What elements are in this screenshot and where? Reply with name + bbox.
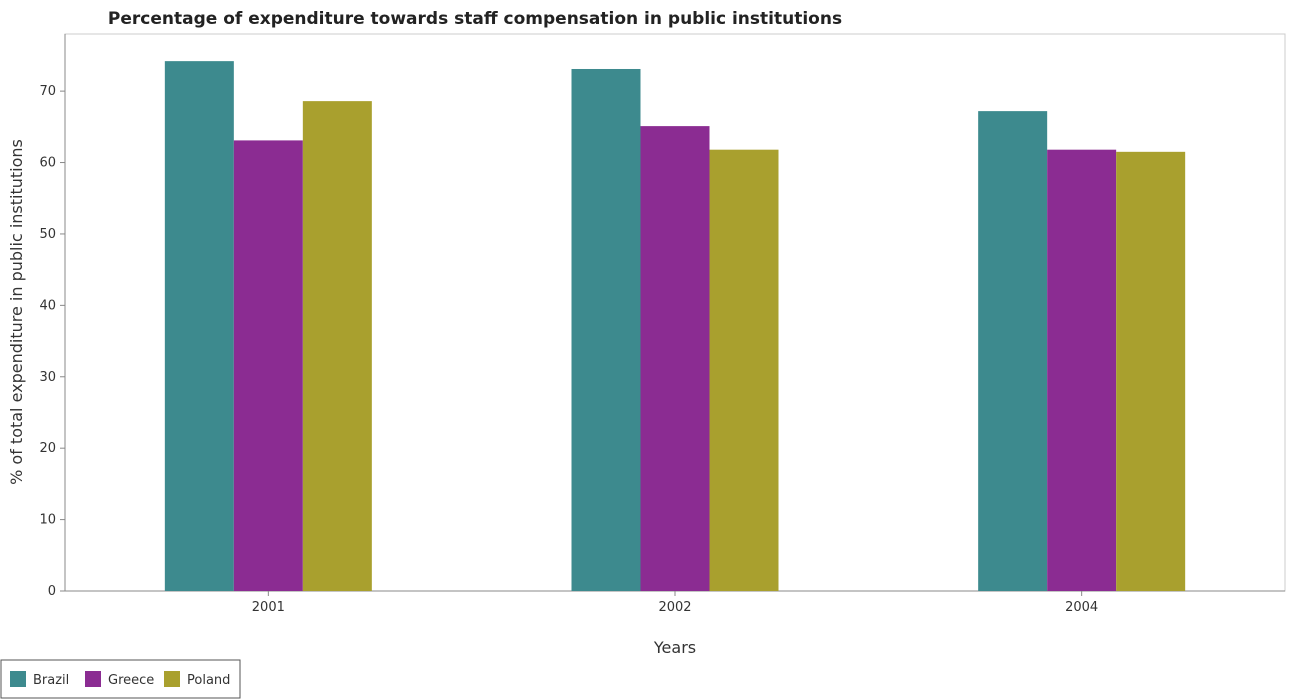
bar-greece-2002 (640, 126, 710, 591)
x-axis-label: Years (653, 638, 696, 657)
x-tick-label: 2001 (252, 600, 285, 615)
legend-box (0, 659, 241, 699)
y-tick-label: 70 (39, 84, 56, 99)
y-axis-label: % of total expenditure in public institu… (7, 139, 26, 485)
x-tick-label: 2002 (658, 600, 691, 615)
y-tick-label: 10 (39, 513, 56, 528)
bar-greece-2004 (1047, 149, 1117, 591)
legend: Brazil Greece Poland (0, 659, 241, 699)
bar-poland-2002 (709, 149, 779, 591)
bar-brazil-2001 (164, 61, 234, 591)
y-axis: 0 10 20 30 40 50 60 70 (39, 34, 66, 599)
y-tick-label: 60 (39, 156, 56, 171)
x-tick-label: 2004 (1065, 600, 1098, 615)
legend-label-poland: Poland (187, 673, 230, 688)
y-tick-label: 30 (39, 370, 56, 385)
chart-title: Percentage of expenditure towards staff … (108, 9, 842, 29)
bar-poland-2004 (1116, 151, 1186, 592)
legend-label-greece: Greece (108, 673, 154, 688)
bar-poland-2001 (302, 101, 372, 591)
y-tick-label: 20 (39, 441, 56, 456)
y-tick-label: 40 (39, 298, 56, 313)
legend-label-brazil: Brazil (33, 673, 69, 688)
bar-brazil-2002 (571, 68, 641, 591)
legend-swatch-brazil (10, 671, 26, 687)
bars (164, 61, 1186, 592)
bar-brazil-2004 (978, 111, 1048, 591)
y-tick-label: 0 (48, 584, 56, 599)
bar-greece-2001 (233, 140, 303, 591)
legend-swatch-poland (164, 671, 180, 687)
legend-swatch-greece (85, 671, 101, 687)
y-tick-label: 50 (39, 227, 56, 242)
